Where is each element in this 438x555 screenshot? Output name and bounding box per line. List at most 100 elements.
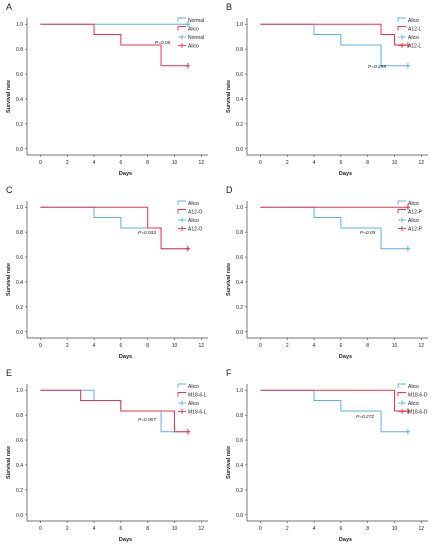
y-tick-label: 0.2 <box>16 305 23 311</box>
x-tick-label: 8 <box>146 526 149 532</box>
x-axis-label: Days <box>339 171 352 177</box>
y-tick-label: 0.4 <box>236 97 243 103</box>
censor-mark <box>185 245 191 252</box>
survival-line <box>260 389 408 412</box>
x-tick-label: 8 <box>366 526 369 532</box>
legend-swatch-line <box>177 209 186 214</box>
legend-label: Alico <box>408 35 419 41</box>
legend-swatch-line <box>177 392 186 397</box>
censor-mark <box>405 62 411 69</box>
x-tick-label: 12 <box>419 343 425 349</box>
y-tick-label: 0.4 <box>16 463 23 469</box>
x-axis-label: Days <box>119 171 132 177</box>
x-tick-label: 6 <box>119 526 122 532</box>
x-axis-label: Days <box>119 537 132 543</box>
legend-label: Alico <box>408 18 419 24</box>
legend-label: Alico <box>408 401 419 407</box>
legend-item: M18-6-D <box>397 392 428 398</box>
panel-letter: B <box>226 2 232 12</box>
x-tick-label: 4 <box>93 526 96 532</box>
y-tick-label: 1.0 <box>236 205 243 211</box>
y-tick-label: 1.0 <box>236 388 243 394</box>
x-tick-label: 8 <box>366 160 369 166</box>
p-value-label: P=0.907 <box>138 417 156 423</box>
chart-panel-f: F 0.0 0.2 0.4 0.6 0.8 1.0 0 2 4 6 8 10 12 Days Survival… <box>226 368 428 543</box>
x-tick-label: 12 <box>419 160 425 166</box>
legend-label: A12-P <box>408 209 423 215</box>
y-tick-label: 0.4 <box>16 280 23 286</box>
survival-line <box>260 23 408 67</box>
legend-label: Alico <box>188 401 199 407</box>
x-tick-label: 0 <box>39 160 42 166</box>
y-tick-label: 0.0 <box>236 513 243 519</box>
x-tick-label: 0 <box>259 526 262 532</box>
y-axis-label: Survival rate <box>226 446 232 479</box>
legend-item: Alico <box>177 383 199 390</box>
legend-label: Alico <box>188 26 199 32</box>
chart-panel-b: B 0.0 0.2 0.4 0.6 0.8 1.0 0 2 4 6 8 10 12 Days Survival… <box>226 2 428 177</box>
x-tick-label: 4 <box>313 160 316 166</box>
p-value-label: P=0.05 <box>360 230 376 236</box>
legend-item: M18-6-L <box>177 392 207 398</box>
x-tick-label: 10 <box>172 526 178 532</box>
x-tick-label: 12 <box>199 343 205 349</box>
y-tick-label: 0.2 <box>236 122 243 128</box>
legend-item: Alico <box>398 217 419 224</box>
legend-item: Alico <box>397 383 419 390</box>
x-axis-label: Days <box>339 537 352 543</box>
p-value-label: P=0.933 <box>138 230 156 236</box>
legend-label: Alico <box>408 218 419 224</box>
legend-item: Alico <box>177 26 199 32</box>
y-tick-label: 0.8 <box>236 413 243 419</box>
x-tick-label: 12 <box>199 526 205 532</box>
legend-label: A12-O <box>188 209 203 215</box>
x-axis-label: Days <box>339 354 352 360</box>
legend-label: Normal <box>188 18 204 24</box>
survival-line <box>40 23 188 67</box>
panel-letter: D <box>226 185 233 195</box>
legend-label: Alico <box>188 201 199 207</box>
legend-label: A12-L <box>408 26 422 32</box>
p-value-label: P=0.299 <box>368 64 386 70</box>
y-axis-label: Survival rate <box>6 263 12 296</box>
chart-panel-e: E 0.0 0.2 0.4 0.6 0.8 1.0 0 2 4 6 8 10 12 Days Survival… <box>6 368 208 543</box>
legend-swatch-line <box>397 200 406 205</box>
y-tick-label: 0.6 <box>236 438 243 444</box>
panel-letter: F <box>226 368 232 378</box>
legend-swatch-line <box>177 17 186 22</box>
legend-item: A12-P <box>397 209 423 215</box>
legend-item: Alico <box>177 200 199 207</box>
y-tick-label: 0.6 <box>236 72 243 78</box>
x-tick-label: 8 <box>146 343 149 349</box>
survival-line <box>40 206 188 250</box>
y-axis-label: Survival rate <box>226 80 232 113</box>
legend-item: Alico <box>178 43 199 49</box>
censor-mark <box>405 204 411 211</box>
legend-swatch-line <box>397 392 406 397</box>
y-tick-label: 0.6 <box>16 255 23 261</box>
legend-swatch-line <box>177 383 186 388</box>
survival-line <box>260 389 408 433</box>
legend-swatch-line <box>397 26 406 31</box>
legend-item: M18-6-D <box>398 409 428 415</box>
legend-item: M18-6-L <box>178 409 207 415</box>
y-tick-label: 0.4 <box>16 97 23 103</box>
legend-item: A12-O <box>177 209 203 215</box>
legend-swatch-line <box>397 383 406 388</box>
legend-swatch-line <box>397 17 406 22</box>
x-tick-label: 0 <box>39 343 42 349</box>
legend-label: M18-6-D <box>408 392 428 398</box>
x-tick-label: 12 <box>199 160 205 166</box>
y-axis-label: Survival rate <box>6 446 12 479</box>
x-tick-label: 4 <box>93 343 96 349</box>
legend-item: A12-O <box>178 226 203 232</box>
x-tick-label: 10 <box>392 160 398 166</box>
chart-panel-a: A 0.0 0.2 0.4 0.6 0.8 1.0 0 2 4 6 8 10 12 Days Survival… <box>6 2 208 177</box>
legend-item: Normal <box>178 34 204 41</box>
legend-item: Alico <box>397 200 419 207</box>
legend-item: Alico <box>178 217 199 224</box>
x-tick-label: 2 <box>66 343 69 349</box>
y-axis-label: Survival rate <box>226 263 232 296</box>
